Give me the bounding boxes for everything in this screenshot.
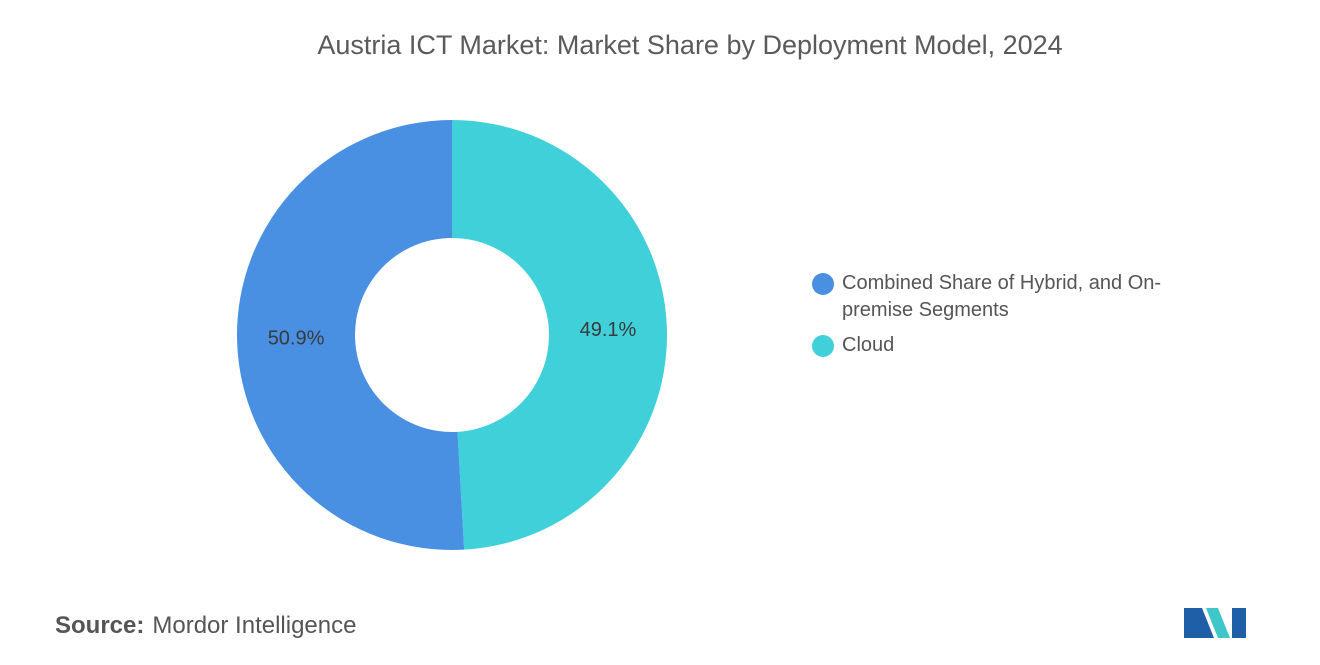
- chart: 49.1% 50.9%: [236, 120, 667, 550]
- slice: [452, 120, 667, 550]
- logo-part: [1184, 608, 1214, 638]
- source-label: Source:: [55, 612, 145, 639]
- chart-title: Austria ICT Market: Market Share by Depl…: [317, 30, 1063, 60]
- legend-swatch: [812, 273, 834, 295]
- logo-part: [1206, 608, 1230, 638]
- legend-item: Combined Share of Hybrid, and On-premise…: [812, 270, 1172, 324]
- source-text: Mordor Intelligence: [152, 612, 357, 639]
- logo-part: [1232, 608, 1246, 638]
- value-label: 50.9%: [268, 328, 325, 350]
- logo: [1184, 608, 1246, 638]
- legend: Combined Share of Hybrid, and On-premise…: [812, 270, 1172, 367]
- slice: [236, 120, 465, 550]
- value-label: 49.1%: [580, 319, 637, 341]
- legend-label: Combined Share of Hybrid, and On-premise…: [842, 272, 1162, 321]
- source: Source: Mordor Intelligence: [55, 612, 356, 640]
- legend-label: Cloud: [842, 334, 895, 356]
- legend-swatch: [812, 335, 834, 357]
- legend-item: Cloud: [812, 332, 1172, 359]
